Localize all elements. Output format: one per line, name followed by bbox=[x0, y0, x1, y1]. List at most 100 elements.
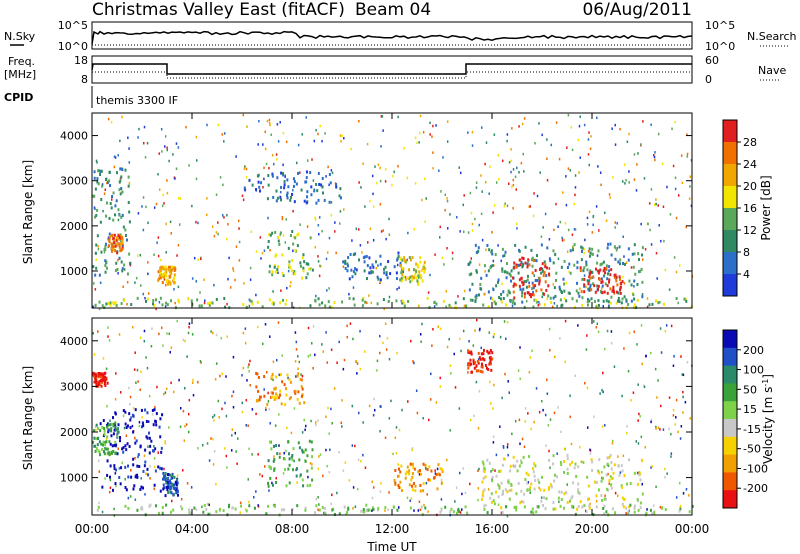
echo-cell bbox=[677, 430, 679, 434]
echo-cell bbox=[275, 153, 278, 156]
echo-cell bbox=[179, 425, 182, 428]
echo-cell bbox=[289, 233, 292, 237]
echo-cell bbox=[633, 178, 636, 181]
echo-cell bbox=[286, 178, 289, 182]
echo-cell bbox=[287, 246, 290, 250]
echo-cell bbox=[297, 390, 300, 394]
echo-cell bbox=[414, 272, 417, 276]
echo-cell bbox=[310, 419, 312, 423]
echo-cell bbox=[597, 303, 600, 307]
echo-cell bbox=[485, 504, 487, 507]
echo-cell bbox=[548, 327, 551, 331]
echo-cell bbox=[564, 221, 567, 225]
echo-cell bbox=[208, 503, 210, 507]
echo-cell bbox=[118, 476, 121, 480]
echo-cell bbox=[489, 165, 491, 168]
echo-cell bbox=[588, 247, 591, 251]
echo-cell bbox=[424, 177, 426, 181]
nsearch-label: N.Search bbox=[747, 30, 797, 43]
echo-cell bbox=[467, 350, 470, 354]
echo-cell bbox=[489, 358, 492, 362]
echo-cell bbox=[165, 301, 168, 305]
echo-cell bbox=[591, 468, 594, 472]
echo-cell bbox=[269, 233, 272, 237]
echo-cell bbox=[608, 482, 611, 485]
echo-cell bbox=[148, 394, 151, 398]
echo-cell bbox=[124, 465, 127, 469]
echo-cell bbox=[150, 439, 153, 443]
echo-cell bbox=[175, 483, 178, 487]
echo-cell bbox=[294, 331, 297, 334]
echo-cell bbox=[151, 327, 153, 330]
echo-cell bbox=[512, 178, 515, 182]
echo-cell bbox=[395, 426, 398, 429]
echo-cell bbox=[172, 153, 174, 156]
echo-cell bbox=[381, 115, 384, 118]
echo-cell bbox=[121, 247, 124, 251]
echo-cell bbox=[321, 505, 324, 509]
echo-cell bbox=[387, 260, 390, 264]
echo-cell bbox=[502, 255, 504, 258]
echo-cell bbox=[121, 244, 124, 248]
echo-cell bbox=[590, 135, 592, 138]
echo-cell bbox=[166, 179, 168, 182]
echo-cell bbox=[654, 158, 656, 162]
echo-cell bbox=[458, 471, 461, 475]
echo-cell bbox=[501, 396, 503, 400]
nsky-right-bottom: 10^0 bbox=[705, 40, 735, 53]
echo-cell bbox=[304, 448, 307, 452]
echo-cell bbox=[618, 288, 621, 292]
echo-cell bbox=[164, 442, 166, 445]
echo-cell bbox=[518, 258, 521, 262]
echo-cell bbox=[316, 189, 319, 193]
echo-cell bbox=[319, 124, 321, 128]
echo-cell bbox=[641, 280, 644, 284]
echo-cell bbox=[274, 264, 277, 268]
echo-cell bbox=[144, 296, 146, 300]
echo-cell bbox=[250, 300, 253, 304]
echo-cell bbox=[444, 208, 446, 212]
echo-cell bbox=[615, 249, 618, 252]
echo-cell bbox=[508, 291, 511, 295]
echo-cell bbox=[587, 249, 590, 253]
echo-cell bbox=[339, 196, 342, 200]
echo-cell bbox=[467, 349, 470, 353]
echo-cell bbox=[108, 170, 111, 174]
echo-cell bbox=[279, 373, 282, 377]
echo-cell bbox=[145, 419, 148, 423]
echo-cell bbox=[546, 157, 548, 161]
echo-cell bbox=[118, 235, 121, 239]
echo-cell bbox=[121, 168, 124, 172]
echo-cell bbox=[688, 494, 690, 497]
echo-cell bbox=[196, 159, 198, 162]
echo-cell bbox=[587, 153, 590, 156]
echo-cell bbox=[325, 257, 328, 261]
echo-cell bbox=[534, 479, 537, 483]
echo-cell bbox=[320, 183, 323, 187]
x-tick-label: 20:00 bbox=[575, 522, 610, 536]
echo-cell bbox=[610, 467, 613, 471]
echo-cell bbox=[281, 216, 284, 219]
echo-cell bbox=[475, 186, 478, 189]
echo-cell bbox=[548, 238, 551, 241]
echo-cell bbox=[164, 305, 167, 308]
echo-cell bbox=[395, 299, 398, 303]
echo-cell bbox=[397, 251, 400, 255]
echo-cell bbox=[274, 504, 277, 508]
y-tick-label: 4000 bbox=[60, 130, 88, 143]
echo-cell bbox=[551, 305, 554, 309]
echo-cell bbox=[569, 463, 572, 467]
echo-cell bbox=[271, 172, 274, 176]
echo-cell bbox=[207, 512, 210, 516]
echo-cell bbox=[115, 304, 118, 308]
echo-cell bbox=[328, 236, 331, 240]
echo-cell bbox=[470, 352, 473, 356]
echo-cell bbox=[452, 510, 455, 514]
echo-cell bbox=[231, 506, 234, 510]
echo-cell bbox=[299, 377, 302, 381]
echo-cell bbox=[491, 475, 494, 479]
echo-cell bbox=[119, 179, 122, 183]
echo-cell bbox=[431, 344, 433, 347]
echo-cell bbox=[468, 340, 470, 343]
